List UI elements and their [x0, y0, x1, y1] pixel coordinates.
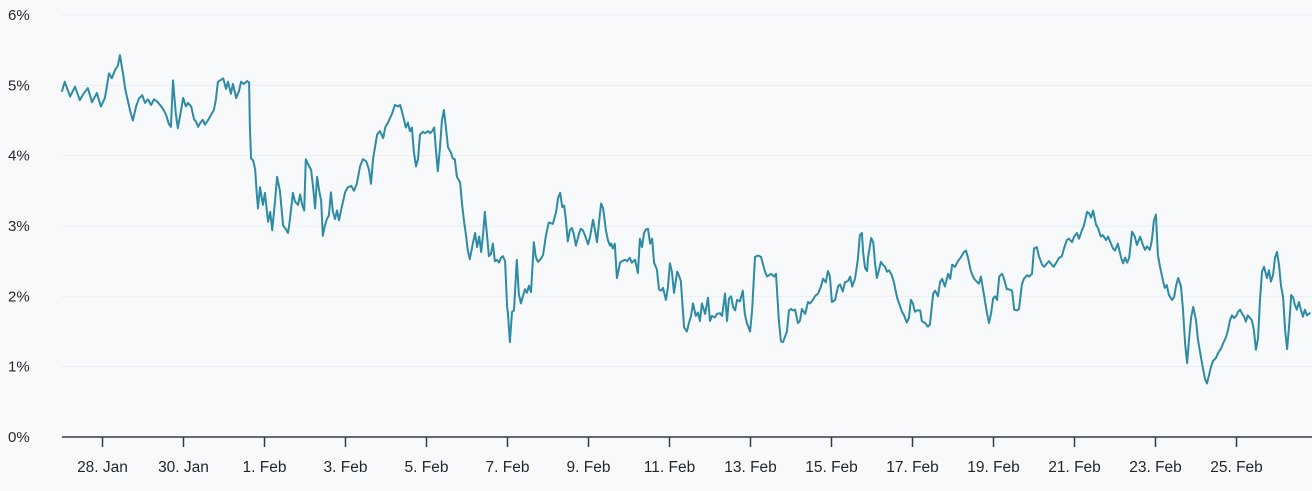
x-axis-tick-label: 23. Feb [1129, 459, 1182, 476]
y-axis-tick-label: 5% [8, 77, 30, 94]
y-axis-tick-label: 3% [8, 218, 30, 235]
x-axis-tick-label: 28. Jan [77, 459, 128, 476]
x-axis-tick-label: 17. Feb [886, 459, 939, 476]
x-axis-tick-label: 5. Feb [405, 459, 449, 476]
y-axis-labels: 0% 1% 2% 3% 4% 5% 6% [8, 7, 30, 446]
x-axis-tick-label: 30. Jan [158, 459, 209, 476]
x-axis-tick-label: 7. Feb [486, 459, 530, 476]
y-axis-tick-label: 0% [8, 429, 30, 446]
x-axis-tick-label: 15. Feb [805, 459, 858, 476]
x-axis-tick-label: 19. Feb [967, 459, 1020, 476]
x-axis-tick-label: 25. Feb [1210, 459, 1263, 476]
gridlines [62, 14, 1312, 368]
x-axis-tick-label: 9. Feb [567, 459, 611, 476]
data-series [61, 54, 1311, 385]
x-axis-tick-label: 3. Feb [324, 459, 368, 476]
x-axis-tick-label: 21. Feb [1048, 459, 1101, 476]
y-axis-tick-label: 2% [8, 288, 30, 305]
x-axis: 28. Jan 30. Jan 1. Feb 3. Feb 5. Feb 7. Feb 9.… [62, 436, 1312, 476]
y-axis-tick-label: 4% [8, 148, 30, 165]
x-axis-tick-label: 11. Feb [644, 459, 695, 476]
x-axis-tick-label: 13. Feb [724, 459, 777, 476]
series-line [61, 54, 1311, 385]
y-axis-tick-label: 6% [8, 7, 30, 24]
x-axis-tick-label: 1. Feb [243, 459, 287, 476]
y-axis-tick-label: 1% [8, 359, 30, 376]
